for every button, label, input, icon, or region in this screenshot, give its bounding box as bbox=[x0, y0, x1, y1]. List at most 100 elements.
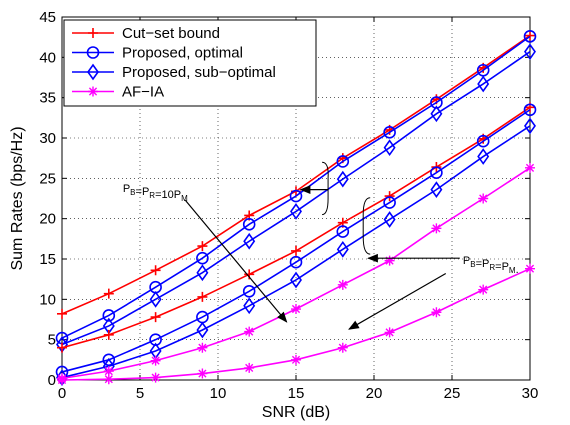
legend-marker bbox=[87, 63, 99, 81]
y-tick-label: 20 bbox=[39, 211, 56, 228]
data-point bbox=[244, 326, 255, 337]
data-point bbox=[383, 196, 396, 209]
series-1 bbox=[55, 30, 537, 345]
data-point bbox=[383, 211, 396, 228]
data-point bbox=[103, 374, 114, 385]
label-subscript: B bbox=[130, 188, 135, 197]
series-3 bbox=[57, 102, 535, 353]
series-line bbox=[61, 51, 531, 346]
legend-entry: AF−IA bbox=[72, 84, 164, 101]
data-point bbox=[57, 308, 67, 319]
data-point bbox=[523, 30, 537, 43]
data-point bbox=[102, 353, 116, 367]
label-part: . bbox=[516, 264, 519, 276]
y-tick-label: 10 bbox=[39, 291, 56, 308]
data-point bbox=[524, 43, 536, 61]
data-point bbox=[291, 354, 301, 365]
data-point bbox=[336, 170, 349, 188]
data-point bbox=[524, 117, 536, 135]
y-tick-label: 15 bbox=[39, 251, 56, 268]
data-point bbox=[431, 307, 442, 318]
series-4 bbox=[55, 103, 537, 379]
data-point bbox=[291, 304, 301, 315]
data-point bbox=[103, 329, 114, 340]
data-point bbox=[197, 241, 208, 252]
label-subscript: M bbox=[509, 266, 516, 275]
power-setting-label-low: PB=PR=PM. bbox=[463, 255, 519, 276]
data-point bbox=[430, 105, 443, 123]
data-point bbox=[289, 255, 303, 269]
data-point bbox=[149, 290, 162, 308]
data-point bbox=[478, 193, 489, 204]
data-point bbox=[196, 251, 209, 265]
data-point bbox=[384, 191, 395, 202]
x-axis-label: SNR (dB) bbox=[262, 404, 330, 421]
data-point bbox=[103, 366, 114, 377]
data-point bbox=[523, 103, 537, 117]
legend-marker bbox=[86, 46, 100, 59]
data-point bbox=[196, 321, 209, 339]
label-part: =P bbox=[476, 258, 490, 270]
power-setting-label-high: PB=PR=10PM bbox=[123, 183, 188, 203]
legend-entry: Cut−set bound bbox=[72, 25, 220, 42]
data-point bbox=[102, 309, 116, 322]
data-point bbox=[384, 327, 395, 338]
x-tick-label: 5 bbox=[136, 385, 144, 402]
data-point bbox=[57, 375, 67, 385]
axis-ticks: 0 5 10 15 20 25 30 0 5 10 15 20 25 30 35 40 45 bbox=[39, 9, 538, 402]
data-point bbox=[383, 126, 396, 139]
x-tick-label: 25 bbox=[444, 385, 461, 402]
group-brace bbox=[322, 161, 329, 216]
legend-entry: Proposed, optimal bbox=[72, 45, 243, 62]
y-tick-label: 35 bbox=[39, 90, 56, 107]
data-point bbox=[150, 355, 161, 366]
group-brace bbox=[362, 197, 371, 255]
data-point bbox=[243, 297, 256, 315]
data-point bbox=[476, 134, 490, 148]
label-part: P bbox=[123, 183, 130, 195]
series-5 bbox=[56, 117, 536, 386]
data-point bbox=[384, 255, 395, 266]
data-point bbox=[291, 245, 301, 256]
x-tick-label: 20 bbox=[366, 385, 383, 402]
data-point bbox=[336, 155, 350, 168]
legend-entry: Proposed, sub−optimal bbox=[72, 63, 276, 81]
y-tick-label: 30 bbox=[39, 130, 56, 147]
data-point bbox=[197, 368, 208, 379]
data-point bbox=[57, 342, 67, 353]
data-point bbox=[525, 30, 535, 41]
data-point bbox=[150, 312, 161, 323]
data-point bbox=[477, 148, 490, 165]
legend: Cut−set bound Proposed, optimal Proposed, … bbox=[63, 19, 317, 107]
data-point bbox=[525, 162, 535, 173]
data-point bbox=[525, 263, 535, 274]
y-axis-label: Sum Rates (bps/Hz) bbox=[9, 126, 26, 270]
series-6 bbox=[57, 162, 535, 384]
data-point bbox=[477, 75, 490, 93]
label-part: P bbox=[463, 255, 470, 267]
label-subscript: R bbox=[149, 191, 155, 200]
y-tick-label: 45 bbox=[39, 9, 56, 26]
data-point bbox=[289, 189, 303, 203]
legend-label: Cut−set bound bbox=[122, 25, 220, 42]
legend-marker bbox=[88, 28, 98, 38]
data-point bbox=[244, 362, 255, 373]
y-tick-label: 5 bbox=[48, 332, 56, 349]
data-point bbox=[478, 284, 489, 295]
data-point bbox=[383, 139, 396, 157]
annotation-arrow bbox=[348, 272, 447, 330]
label-subscript: B bbox=[470, 260, 475, 269]
data-point bbox=[430, 166, 443, 179]
data-point bbox=[336, 240, 349, 258]
x-tick-label: 30 bbox=[522, 385, 539, 402]
label-part: =10P bbox=[155, 189, 181, 201]
x-tick-label: 10 bbox=[210, 385, 227, 402]
y-tick-label: 40 bbox=[39, 49, 56, 66]
legend-label: AF−IA bbox=[122, 84, 164, 101]
data-point bbox=[430, 181, 443, 199]
legend-marker bbox=[88, 86, 98, 97]
legend-label: Proposed, optimal bbox=[122, 45, 243, 62]
data-point bbox=[197, 342, 208, 353]
